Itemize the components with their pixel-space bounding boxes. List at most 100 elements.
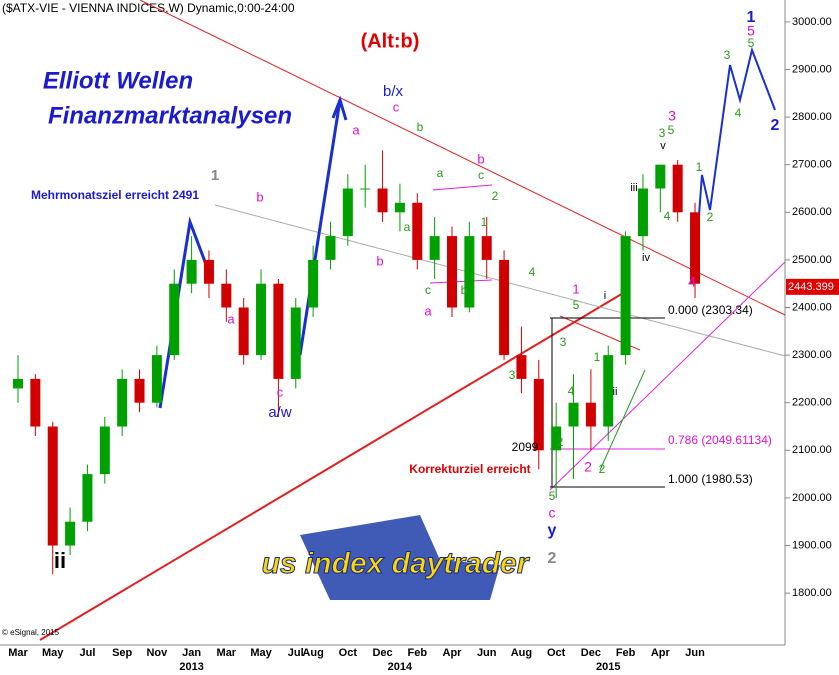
y-tick-label: 2400.00 xyxy=(792,301,832,313)
x-tick-label: Apr xyxy=(443,647,463,659)
y-tick-label: 2800.00 xyxy=(792,111,832,123)
candle-body xyxy=(169,283,180,356)
candle-body xyxy=(134,378,145,403)
annotation: 2 xyxy=(771,117,780,134)
y-tick-label: 2600.00 xyxy=(792,206,832,218)
candle-body xyxy=(429,236,440,260)
x-tick-label: Jul xyxy=(288,647,304,659)
candle-body xyxy=(551,426,562,451)
x-tick-label: Feb xyxy=(616,647,636,659)
annotation: c xyxy=(393,99,400,114)
annotation: 0.786 (2049.61134) xyxy=(668,433,772,447)
candle-body xyxy=(82,474,93,522)
x-year-label: 2015 xyxy=(596,661,620,673)
annotation: Mehrmonatsziel erreicht 2491 xyxy=(31,188,199,202)
annotation: c xyxy=(478,168,484,182)
annotation: 2099 xyxy=(512,440,539,454)
annotation: 4 xyxy=(664,209,671,223)
annotation: a xyxy=(424,303,432,318)
annotation: c xyxy=(277,384,284,399)
annotation: Elliott Wellen xyxy=(43,67,193,94)
x-year-label: 2014 xyxy=(388,661,413,673)
y-tick-label: 2200.00 xyxy=(792,397,832,409)
annotation: © eSignal, 2015 xyxy=(2,628,60,637)
annotation: 2 xyxy=(548,550,557,567)
annotation: Finanzmarktanalysen xyxy=(48,102,292,129)
x-year-label: 2013 xyxy=(179,661,203,673)
candle-body xyxy=(47,426,58,546)
candle-body xyxy=(151,355,162,403)
annotation: b xyxy=(461,283,468,297)
annotation: a xyxy=(404,220,411,234)
candle-body xyxy=(412,202,423,260)
trend-lines xyxy=(39,0,786,641)
candle-body xyxy=(585,402,596,427)
candle-body xyxy=(464,236,475,308)
candle-body xyxy=(238,307,249,356)
annotation: 5 xyxy=(747,23,755,39)
annotation: 4 xyxy=(735,106,742,120)
y-tick-label: 1900.00 xyxy=(792,539,832,551)
annotation: a xyxy=(227,311,235,326)
x-tick-label: Jul xyxy=(79,647,95,659)
annotation: iii xyxy=(630,182,637,194)
annotation: b xyxy=(477,151,484,166)
x-tick-label: Dec xyxy=(581,647,601,659)
annotation: a xyxy=(437,166,444,180)
annotation: 3 xyxy=(659,126,666,140)
candle-body xyxy=(117,378,128,427)
x-tick-label: Jun xyxy=(685,647,705,659)
candle-body xyxy=(620,236,631,356)
logo-text: us index daytrader xyxy=(262,547,531,580)
candle-body xyxy=(481,236,492,260)
x-tick-label: Aug xyxy=(302,647,323,659)
annotation: y xyxy=(548,522,557,539)
candle-body xyxy=(308,259,319,308)
annotation: a/w xyxy=(268,404,292,421)
last-price-label: 2443.399 xyxy=(788,281,834,293)
candle-body xyxy=(568,402,579,427)
candle-body xyxy=(690,212,701,284)
annotation: a xyxy=(352,122,360,137)
annotation: 4 xyxy=(688,274,696,290)
candle-body xyxy=(603,355,614,427)
annotation: 1 xyxy=(481,215,488,229)
annotation: 1 xyxy=(572,281,579,296)
annotation: 5 xyxy=(668,123,675,137)
annotation: Korrekturziel erreicht xyxy=(409,462,530,476)
annotation: 4 xyxy=(568,384,575,398)
candle-body xyxy=(533,378,544,451)
candle-body xyxy=(655,164,666,189)
annotation: c xyxy=(425,283,431,297)
annotation: 4 xyxy=(529,265,536,279)
candle-body xyxy=(377,188,388,213)
x-tick-label: Nov xyxy=(146,647,168,659)
candle-body xyxy=(637,188,648,237)
x-tick-label: Mar xyxy=(217,647,237,659)
annotation: 1 xyxy=(211,167,219,184)
y-tick-label: 2000.00 xyxy=(792,492,832,504)
x-tick-label: Jan xyxy=(182,647,201,659)
annotation: 1 xyxy=(594,350,601,364)
x-tick-label: Jun xyxy=(477,647,497,659)
candle-body xyxy=(672,164,683,213)
annotation: (Alt:b) xyxy=(361,30,420,52)
x-tick-label: Sep xyxy=(112,647,132,659)
y-tick-label: 2500.00 xyxy=(792,254,832,266)
candle-body xyxy=(221,283,232,308)
y-tick-label: 3000.00 xyxy=(792,16,832,28)
x-tick-label: May xyxy=(250,647,272,659)
annotation: b xyxy=(256,189,263,204)
annotation: 3 xyxy=(560,335,567,349)
candle-body xyxy=(325,236,336,260)
logo: us index daytrader xyxy=(261,515,531,600)
annotation: 5 xyxy=(748,36,755,50)
y-tick-label: 1800.00 xyxy=(792,587,832,599)
candle-body xyxy=(290,307,301,379)
candle-body xyxy=(256,283,267,356)
annotation: 1.000 (1980.53) xyxy=(668,472,753,486)
annotation: 2 xyxy=(584,459,592,475)
candle-body xyxy=(499,259,510,356)
annotation: ii xyxy=(54,548,66,573)
x-tick-label: Oct xyxy=(339,647,358,659)
